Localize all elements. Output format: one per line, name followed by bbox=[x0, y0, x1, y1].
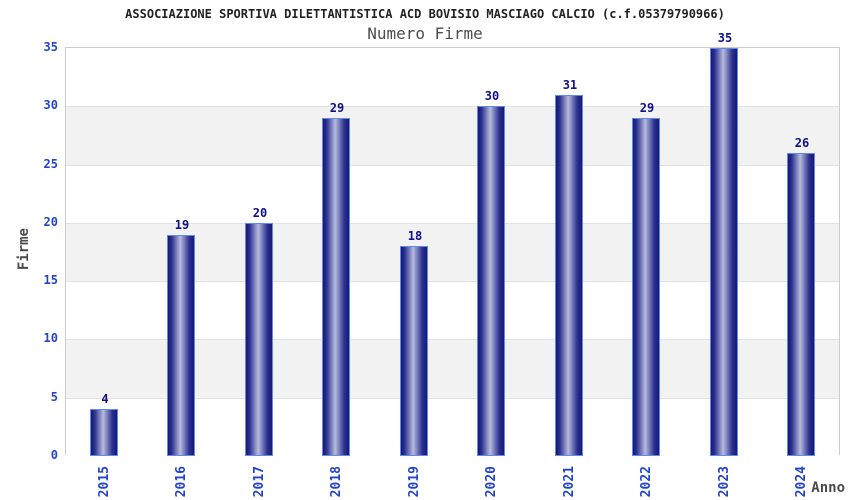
bar-value-label: 31 bbox=[562, 78, 578, 92]
x-tick-label: 2016 bbox=[174, 466, 189, 498]
plot-area: 0 5 10 15 20 25 30 35 4 2015 19 2016 20 2017 29 2018 18 2… bbox=[44, 31, 840, 497]
x-tick-label: 2024 bbox=[794, 466, 809, 498]
bar-value-label: 19 bbox=[174, 218, 190, 232]
bar-2016 bbox=[167, 235, 195, 456]
bar-2018 bbox=[322, 118, 350, 456]
chart-title: ASSOCIAZIONE SPORTIVA DILETTANTISTICA AC… bbox=[125, 7, 725, 21]
gridline bbox=[66, 339, 839, 340]
x-tick-label: 2021 bbox=[562, 466, 577, 498]
x-tick-label: 2020 bbox=[484, 466, 499, 498]
y-tick-label: 25 bbox=[43, 157, 58, 171]
x-tick-label: 2022 bbox=[639, 466, 654, 498]
bar-2022 bbox=[632, 118, 660, 456]
bar-2017 bbox=[245, 223, 273, 456]
bar-2020 bbox=[477, 106, 505, 456]
gridline bbox=[66, 281, 839, 282]
x-tick-label: 2015 bbox=[97, 466, 112, 498]
bar-value-label: 4 bbox=[101, 392, 109, 406]
bar-value-label: 20 bbox=[252, 206, 268, 220]
gridline bbox=[66, 165, 839, 166]
y-tick-label: 35 bbox=[43, 40, 58, 54]
bar-value-label: 29 bbox=[329, 101, 345, 115]
bar-value-label: 29 bbox=[639, 101, 655, 115]
bar-2021 bbox=[555, 95, 583, 456]
chart-subtitle: Numero Firme bbox=[367, 24, 483, 43]
bar-2023 bbox=[710, 48, 738, 456]
bar-2024 bbox=[787, 153, 815, 456]
bar-2019 bbox=[400, 246, 428, 456]
x-axis-title: Anno bbox=[811, 480, 845, 496]
gridline bbox=[66, 106, 839, 107]
bar-value-label: 18 bbox=[407, 229, 423, 243]
x-tick-label: 2018 bbox=[329, 466, 344, 498]
y-tick-label: 10 bbox=[43, 331, 58, 345]
x-tick-label: 2023 bbox=[717, 466, 732, 498]
y-tick-label: 0 bbox=[50, 448, 58, 462]
y-axis-title: Firme bbox=[16, 228, 32, 271]
y-tick-label: 30 bbox=[43, 98, 58, 112]
bar-value-label: 26 bbox=[794, 136, 810, 150]
y-tick-label: 20 bbox=[43, 215, 58, 229]
bar-value-label: 35 bbox=[717, 31, 733, 45]
bar-value-label: 30 bbox=[484, 89, 500, 103]
x-tick-label: 2017 bbox=[252, 466, 267, 498]
y-tick-label: 15 bbox=[43, 273, 58, 287]
gridline bbox=[66, 223, 839, 224]
bar-2015 bbox=[90, 409, 118, 456]
y-tick-label: 5 bbox=[50, 390, 58, 404]
gridline bbox=[66, 398, 839, 399]
x-tick-label: 2019 bbox=[407, 466, 422, 498]
